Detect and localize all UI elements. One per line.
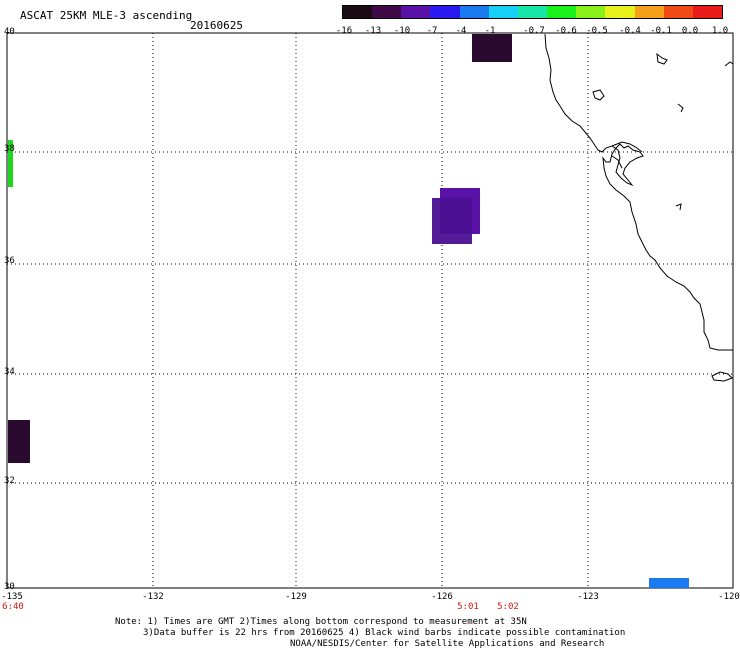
lon-gridlines xyxy=(152,33,589,588)
bay-shore xyxy=(611,141,643,153)
blue-strip xyxy=(649,578,689,588)
green-strip xyxy=(8,140,13,187)
colorbar-swatch xyxy=(576,6,606,18)
colorbar-label: -0.1 xyxy=(650,26,672,36)
lat-label: 34 xyxy=(4,367,15,377)
colorbar-swatch xyxy=(430,6,460,18)
colorbar-swatch xyxy=(663,6,693,18)
lat-label: 40 xyxy=(4,27,15,37)
coastline xyxy=(544,33,734,382)
lat-label: 36 xyxy=(4,256,15,266)
map-date: 20160625 xyxy=(190,19,243,32)
bay-inner xyxy=(611,155,623,169)
colorbar-swatch xyxy=(488,6,518,18)
colorbar-label: -10 xyxy=(393,26,411,36)
colorbar-swatch xyxy=(517,6,548,18)
colorbar-label: -0.4 xyxy=(619,26,641,36)
river-2 xyxy=(677,103,684,113)
lon-label: -126 xyxy=(431,592,453,602)
colorbar-label: -4 xyxy=(455,26,467,36)
colorbar-swatch xyxy=(605,6,635,18)
time-label: 5:01 xyxy=(457,602,479,612)
lat-gridlines xyxy=(7,151,733,484)
lake-2 xyxy=(592,89,605,101)
colorbar-swatch xyxy=(692,6,723,18)
lake-1 xyxy=(656,52,668,65)
colorbar-label: -16 xyxy=(335,26,353,36)
colorbar-swatch xyxy=(401,6,431,18)
map-title: ASCAT 25KM MLE-3 ascending xyxy=(20,9,193,22)
dark-swath-north xyxy=(472,34,512,62)
lat-label: 30 xyxy=(4,582,15,592)
time-label: 5:02 xyxy=(497,602,519,612)
colorbar-label: -7 xyxy=(426,26,438,36)
colorbar-label: 1.0 xyxy=(711,26,729,36)
lon-label: -129 xyxy=(285,592,307,602)
dark-swath-west xyxy=(8,420,30,463)
colorbar-swatch xyxy=(634,6,664,18)
colorbar-swatch xyxy=(343,6,373,18)
note-line-2: 3)Data buffer is 22 hrs from 20160625 4)… xyxy=(143,628,626,638)
time-label: 6:40 xyxy=(2,602,24,612)
river-3 xyxy=(675,203,682,211)
lat-label: 38 xyxy=(4,144,15,154)
lon-label: -123 xyxy=(577,592,599,602)
colorbar-label: -13 xyxy=(364,26,382,36)
plot-frame xyxy=(6,32,734,589)
colorbar-label: -0.6 xyxy=(555,26,577,36)
note-line-3: NOAA/NESDIS/Center for Satellite Applica… xyxy=(290,639,605,649)
river-1 xyxy=(724,61,734,67)
colorbar xyxy=(342,5,723,19)
colorbar-label: -0.7 xyxy=(523,26,545,36)
lon-label: -120 xyxy=(718,592,740,602)
california-coast xyxy=(544,33,733,351)
note-line-1: Note: 1) Times are GMT 2)Times along bot… xyxy=(115,617,527,627)
colorbar-swatch xyxy=(547,6,577,18)
island-1 xyxy=(711,371,733,382)
lon-label: -135 xyxy=(1,592,23,602)
lat-label: 32 xyxy=(4,476,15,486)
purple-swath-b xyxy=(432,198,472,244)
colorbar-swatch xyxy=(459,6,489,18)
lon-label: -132 xyxy=(142,592,164,602)
colorbar-swatch xyxy=(372,6,402,18)
colorbar-label: -0.5 xyxy=(586,26,608,36)
colorbar-label: -1 xyxy=(484,26,496,36)
colorbar-label: 0.0 xyxy=(681,26,699,36)
